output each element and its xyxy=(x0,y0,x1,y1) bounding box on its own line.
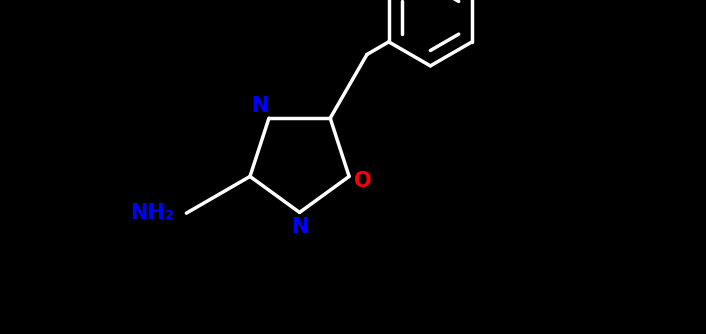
Text: O: O xyxy=(354,171,372,191)
Text: N: N xyxy=(291,217,309,237)
Text: N: N xyxy=(251,96,269,116)
Text: NH₂: NH₂ xyxy=(131,203,174,223)
